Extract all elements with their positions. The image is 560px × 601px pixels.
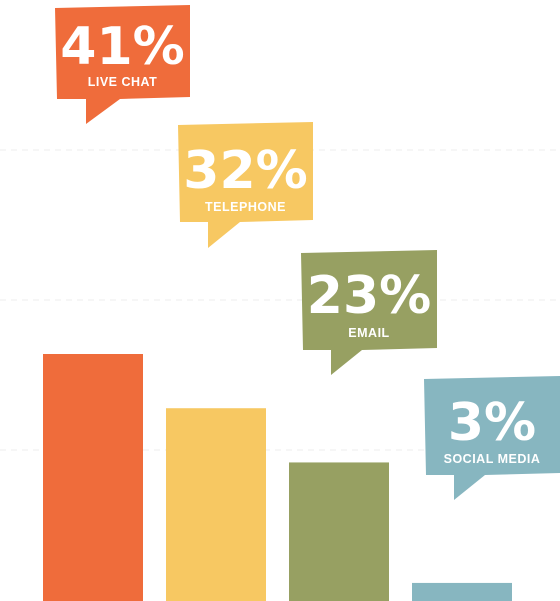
- bar-live-chat: [43, 354, 143, 601]
- data-label-social-media: 3%: [448, 393, 536, 453]
- category-label-email: EMAIL: [348, 326, 389, 340]
- data-label-live-chat: 41%: [60, 17, 184, 77]
- callout-live-chat: 41%LIVE CHAT: [55, 5, 190, 124]
- callout-telephone: 32%TELEPHONE: [178, 122, 313, 248]
- bars: [43, 354, 512, 601]
- category-label-telephone: TELEPHONE: [205, 200, 286, 214]
- callout-bubble-email: [301, 250, 437, 375]
- callout-bubble-live-chat: [55, 5, 190, 124]
- category-label-social-media: SOCIAL MEDIA: [444, 452, 541, 466]
- callout-social-media: 3%SOCIAL MEDIA: [424, 376, 560, 500]
- callouts: 41%LIVE CHAT32%TELEPHONE23%EMAIL3%SOCIAL…: [55, 5, 560, 500]
- bar-social-media: [412, 582, 512, 601]
- callout-email: 23%EMAIL: [301, 250, 437, 375]
- callout-bubble-telephone: [178, 122, 313, 248]
- bar-telephone: [166, 408, 266, 601]
- data-label-telephone: 32%: [183, 141, 307, 201]
- category-label-live-chat: LIVE CHAT: [88, 75, 158, 89]
- data-label-email: 23%: [307, 266, 431, 326]
- bar-email: [289, 462, 389, 601]
- callout-bubble-social-media: [424, 376, 560, 500]
